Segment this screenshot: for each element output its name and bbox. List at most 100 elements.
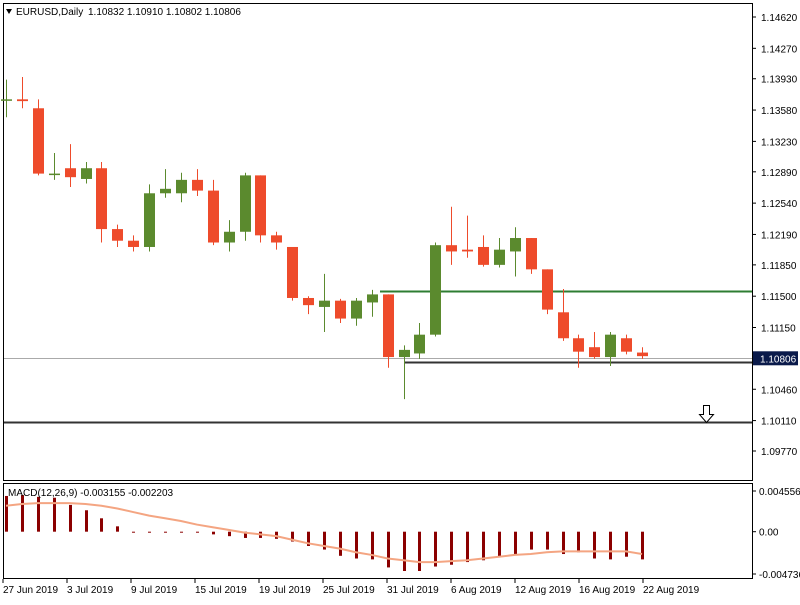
macd-bar	[387, 531, 390, 568]
candle-body	[33, 108, 44, 174]
candle-body	[351, 300, 362, 319]
date-axis: 27 Jun 2019 3 Jul 2019 9 Jul 2019 15 Jul 20…	[2, 579, 700, 596]
candle	[637, 347, 648, 359]
macd-bar	[498, 531, 501, 557]
candle	[383, 294, 394, 368]
current-price-label: 1.10806	[760, 354, 797, 365]
price-tick-label: 1.12540	[761, 199, 798, 210]
macd-label: MACD(12,26,9) -0.003155 -0.002203	[8, 488, 174, 499]
candle	[446, 206, 457, 265]
macd-tick-label: -0.004736	[759, 570, 800, 581]
macd-bar	[546, 531, 549, 550]
candle	[176, 172, 187, 203]
candle	[414, 323, 425, 359]
macd-bar	[355, 531, 358, 559]
candle-body	[383, 294, 394, 358]
candle	[351, 297, 362, 326]
candle	[558, 289, 569, 341]
candle-body	[414, 334, 425, 354]
date-tick-label: 15 Jul 2019	[195, 585, 247, 596]
down-arrow-icon[interactable]	[698, 405, 715, 424]
candle	[208, 179, 219, 246]
macd-bar	[482, 531, 485, 561]
macd-signal-line	[5, 502, 643, 564]
macd-histogram	[5, 495, 644, 571]
date-tick-label: 6 Aug 2019	[451, 585, 502, 596]
macd-bar	[609, 531, 612, 560]
candle-body	[605, 334, 616, 358]
price-panel-frame	[3, 3, 753, 481]
macd-axis: 0.004556 0.00 -0.004736	[752, 487, 800, 581]
candle-body	[573, 338, 584, 352]
candle-body	[271, 235, 282, 243]
macd-bar	[21, 495, 24, 532]
dropdown-triangle-icon[interactable]	[6, 9, 12, 14]
candle	[17, 76, 28, 109]
date-tick-label: 22 Aug 2019	[643, 585, 700, 596]
candle-body	[208, 190, 219, 243]
macd-bar	[244, 531, 247, 538]
candle	[192, 169, 203, 196]
macd-bar	[577, 531, 580, 553]
macd-bar	[323, 531, 326, 550]
macd-signal	[5, 502, 643, 564]
date-tick-label: 9 Jul 2019	[131, 585, 178, 596]
candle	[319, 273, 330, 332]
price-tick-label: 1.12890	[761, 168, 798, 179]
current-price-tag: 1.10806	[753, 351, 798, 366]
candle	[255, 175, 266, 243]
candle-body	[160, 188, 171, 194]
macd-bar	[403, 531, 406, 571]
candle	[430, 242, 441, 337]
macd-bar	[562, 531, 565, 555]
macd-bar	[180, 531, 183, 533]
date-tick-label: 27 Jun 2019	[3, 585, 58, 596]
candle-body	[144, 193, 155, 247]
candle-body	[478, 246, 489, 265]
price-tick-label: 1.09770	[761, 447, 798, 458]
candle-body	[589, 347, 600, 358]
candle-body	[176, 179, 187, 194]
candle-body	[65, 168, 76, 178]
candle	[112, 224, 123, 247]
candle	[589, 331, 600, 359]
macd-panel-frame	[3, 483, 753, 579]
candle-body	[558, 312, 569, 339]
candle	[65, 144, 76, 188]
macd-bar	[100, 518, 103, 532]
price-tick-label: 1.11500	[761, 292, 797, 303]
candle-body	[399, 349, 410, 358]
candle-body	[17, 99, 28, 102]
macd-bar	[132, 531, 135, 533]
candle-body	[367, 294, 378, 303]
candle	[33, 99, 44, 176]
macd-bar	[307, 531, 310, 546]
macd-bar	[69, 504, 72, 532]
candle	[335, 298, 346, 324]
candle-body	[96, 168, 107, 230]
date-tick-label: 31 Jul 2019	[387, 585, 439, 596]
candle-body	[335, 300, 346, 319]
macd-bar	[339, 531, 342, 556]
macd-bar	[530, 531, 533, 550]
price-axis: 1.14620 1.14270 1.13930 1.13580 1.13230 1.128…	[752, 13, 798, 458]
price-tick-label: 1.13580	[761, 106, 798, 117]
price-tick-label: 1.11850	[761, 261, 797, 272]
candle	[224, 220, 235, 252]
candle	[573, 334, 584, 368]
candle-body	[128, 240, 139, 247]
candles	[1, 76, 648, 400]
macd-bar	[625, 531, 628, 557]
candle	[49, 153, 60, 180]
candle-body	[240, 175, 251, 232]
candle-body	[462, 249, 473, 252]
date-tick-label: 3 Jul 2019	[67, 585, 114, 596]
candle	[494, 238, 505, 268]
candle-body	[287, 246, 298, 298]
macd-bar	[641, 531, 644, 560]
macd-bar	[228, 531, 231, 537]
price-tick-label: 1.10110	[761, 417, 797, 428]
macd-bar	[466, 531, 469, 563]
